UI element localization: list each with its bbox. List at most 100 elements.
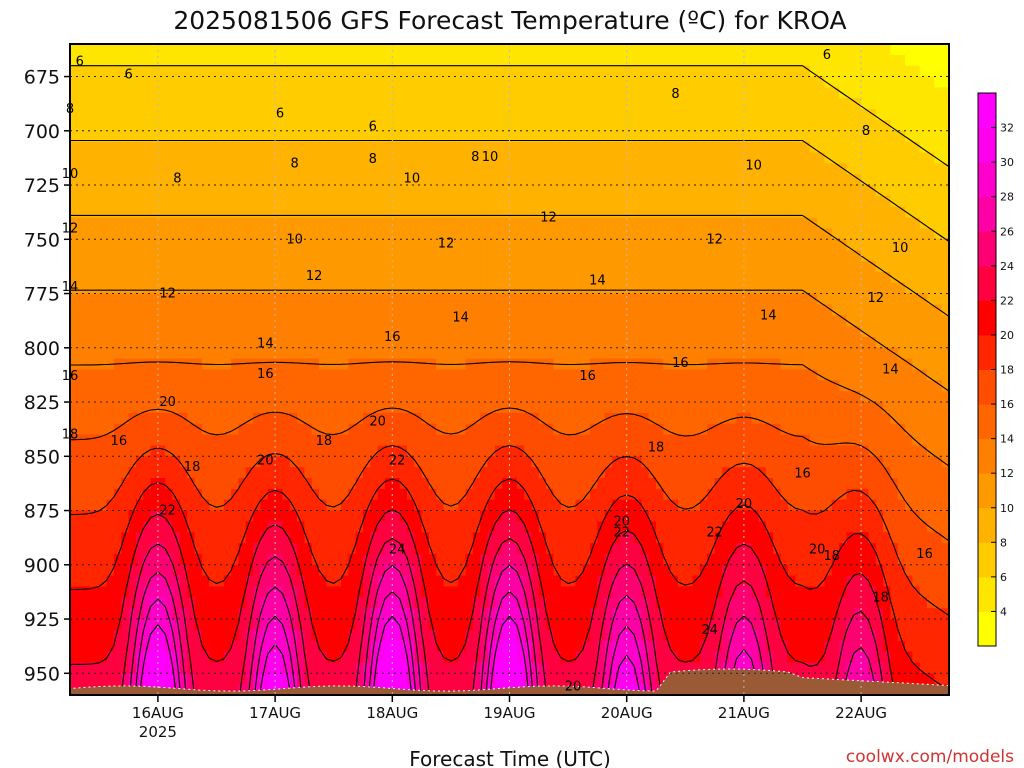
chart-title: 2025081506 GFS Forecast Temperature (ºC)… — [173, 6, 846, 35]
y-tick-label: 900 — [24, 555, 60, 577]
contour-label: 22 — [159, 504, 176, 519]
x-tick-label: 17AUG — [249, 704, 301, 722]
contour-label: 14 — [760, 308, 777, 323]
contour-label: 24 — [701, 623, 718, 638]
y-tick-label: 850 — [24, 446, 60, 468]
contour-12 — [70, 289, 949, 392]
colorbar-label: 4 — [1000, 605, 1007, 618]
x-tick-year: 2025 — [139, 723, 177, 741]
colorbar-swatch — [978, 231, 996, 267]
contour-16 — [70, 407, 949, 542]
contour-label: 18 — [824, 549, 841, 564]
colorbar-swatch — [978, 93, 996, 129]
contour-label: 10 — [286, 232, 303, 247]
contour-label: 16 — [916, 547, 933, 562]
contour-label: 12 — [867, 291, 884, 306]
terrain-fill — [70, 668, 949, 695]
contour-14 — [70, 361, 949, 467]
contour-8 — [70, 139, 949, 242]
x-tick-label: 22AUG — [835, 704, 887, 722]
x-tick-label: 21AUG — [718, 704, 770, 722]
colorbar-label: 24 — [1000, 260, 1014, 273]
colorbar-swatch — [978, 127, 996, 163]
contour-label: 8 — [173, 172, 181, 187]
contour-label: 12 — [540, 211, 557, 226]
colorbar-swatch — [978, 438, 996, 474]
colorbar-label: 26 — [1000, 225, 1014, 238]
colorbar-label: 18 — [1000, 364, 1014, 377]
contour-label: 18 — [184, 460, 201, 475]
contour-label: 6 — [276, 106, 284, 121]
colorbar-swatch — [978, 265, 996, 301]
contour-label: 12 — [306, 269, 323, 284]
colorbar-label: 14 — [1000, 433, 1014, 446]
contour-label: 10 — [745, 159, 762, 174]
contour-label: 20 — [809, 543, 826, 558]
contour-label: 10 — [482, 150, 499, 165]
colorbar-label: 22 — [1000, 294, 1014, 307]
contour-label: 18 — [872, 590, 889, 605]
colorbar-swatch — [978, 334, 996, 370]
contour-label: 14 — [882, 363, 899, 378]
colorbar-swatch — [978, 576, 996, 612]
colorbar-label: 6 — [1000, 571, 1007, 584]
colorbar-label: 32 — [1000, 122, 1014, 135]
colorbar-swatch — [978, 542, 996, 578]
colorbar-swatch — [978, 196, 996, 232]
colorbar-swatch — [978, 404, 996, 440]
contour-label: 8 — [671, 87, 679, 102]
contour-6 — [70, 65, 949, 168]
contour-label: 20 — [736, 497, 753, 512]
colorbar-label: 20 — [1000, 329, 1014, 342]
terrain-ground — [70, 668, 949, 695]
contour-label: 8 — [369, 152, 377, 167]
y-axis: 675 700 725 750 775 800 825 850 875 900 925 950 — [24, 67, 70, 685]
contour-label: 6 — [369, 119, 377, 134]
contour-20 — [70, 478, 949, 691]
contour-label: 16 — [579, 369, 596, 384]
y-tick-label: 800 — [24, 338, 60, 360]
contour-label: 8 — [290, 156, 298, 171]
contour-26 — [129, 565, 878, 695]
x-tick-label: 20AUG — [601, 704, 653, 722]
contour-label: 22 — [614, 525, 631, 540]
y-tick-label: 825 — [24, 392, 60, 414]
contour-label: 14 — [257, 336, 274, 351]
contour-10 — [70, 214, 949, 317]
contour-label: 20 — [565, 679, 582, 694]
colorbar-swatch — [978, 611, 996, 647]
contour-label: 12 — [159, 287, 176, 302]
y-tick-label: 950 — [24, 663, 60, 685]
contour-label: 6 — [76, 54, 84, 69]
contour-label: 8 — [862, 124, 870, 139]
colorbar-swatch — [978, 300, 996, 336]
x-tick-label: 18AUG — [366, 704, 418, 722]
contour-label: 16 — [111, 434, 128, 449]
y-tick-label: 925 — [24, 609, 60, 631]
colorbar-swatch — [978, 507, 996, 543]
contour-label: 12 — [706, 232, 723, 247]
contour-label: 14 — [589, 274, 606, 289]
contour-label: 10 — [404, 172, 421, 187]
y-tick-label: 875 — [24, 501, 60, 523]
plot-grid — [70, 44, 949, 695]
y-tick-label: 750 — [24, 229, 60, 251]
contour-18 — [70, 445, 949, 617]
colorbar-swatch — [978, 369, 996, 405]
contour-label: 14 — [452, 310, 469, 325]
contour-label: 20 — [369, 415, 386, 430]
contour-label: 18 — [316, 434, 333, 449]
y-tick-label: 775 — [24, 284, 60, 306]
contour-label: 20 — [614, 514, 631, 529]
site-credit: coolwx.com/models — [846, 747, 1014, 767]
contour-label: 12 — [438, 237, 455, 252]
contour-label: 10 — [892, 241, 909, 256]
contour-label: 8 — [471, 150, 479, 165]
colorbar-label: 28 — [1000, 191, 1014, 204]
colorbar-label: 8 — [1000, 536, 1007, 549]
contour-label: 6 — [124, 67, 132, 82]
contour-label: 16 — [794, 467, 811, 482]
colorbar-label: 10 — [1000, 502, 1014, 515]
